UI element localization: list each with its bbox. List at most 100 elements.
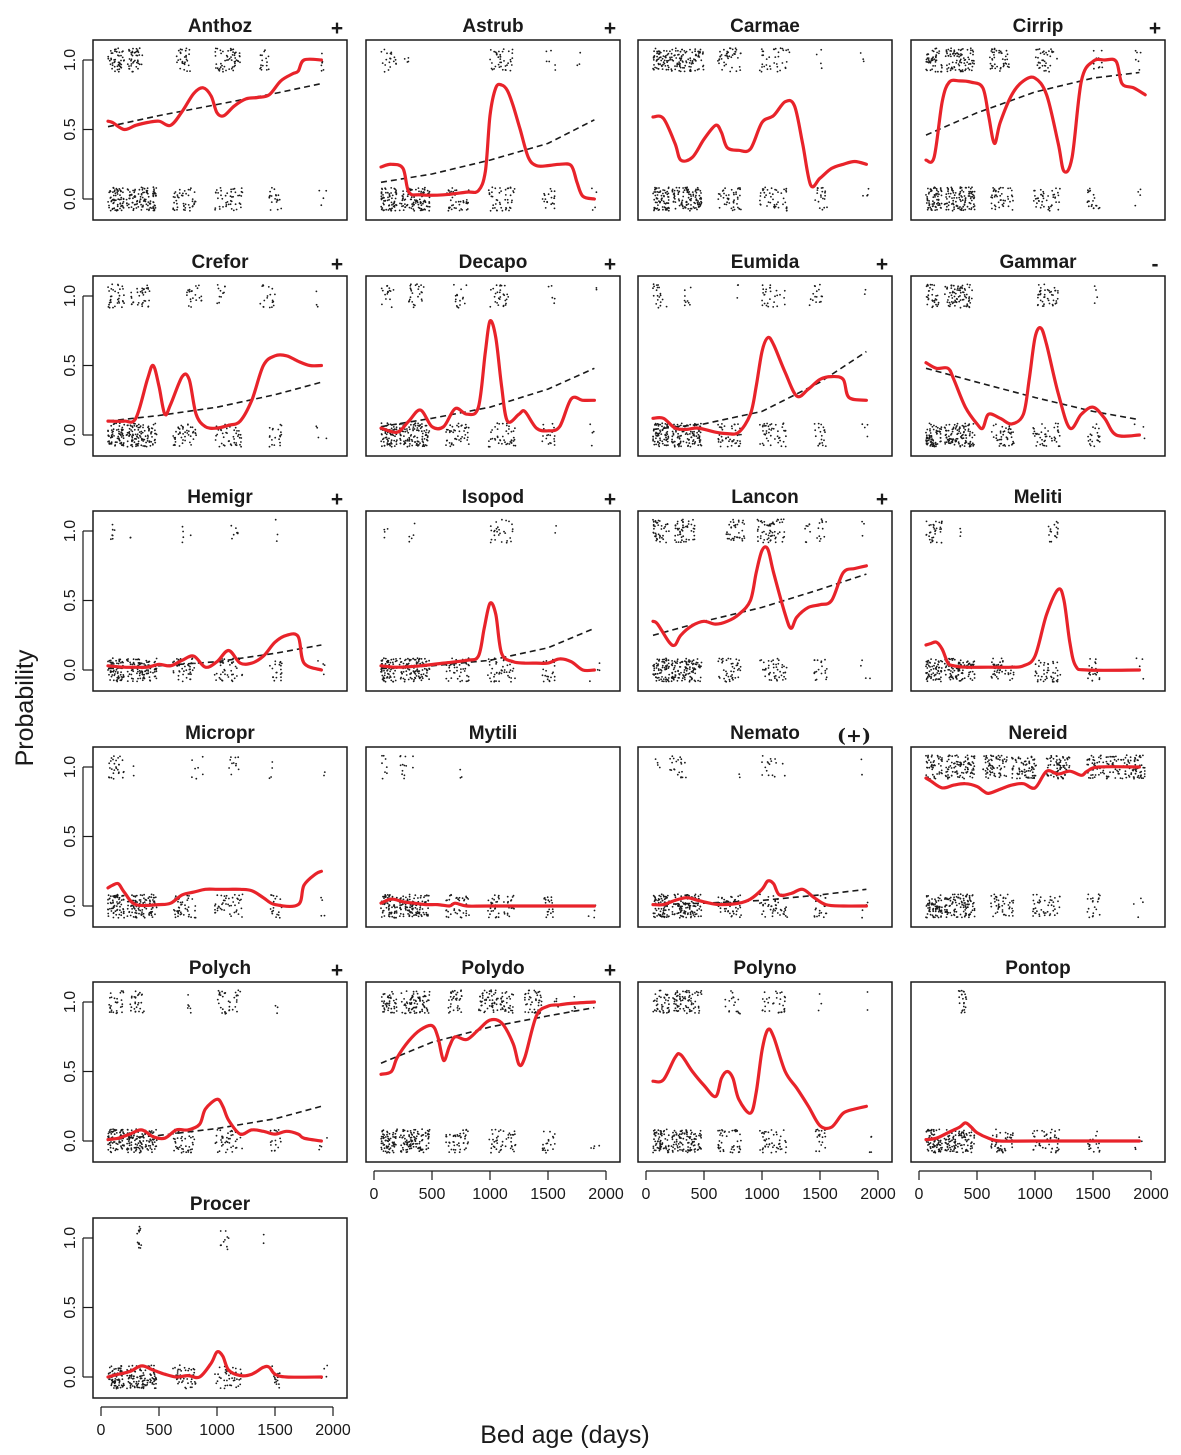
absence-point bbox=[730, 425, 733, 428]
absence-point bbox=[681, 205, 684, 208]
presence-point bbox=[967, 67, 970, 69]
absence-point bbox=[491, 191, 493, 194]
absence-point bbox=[959, 190, 962, 193]
absence-point bbox=[394, 188, 396, 191]
absence-point bbox=[933, 194, 936, 197]
absence-point bbox=[680, 422, 683, 425]
absence-point bbox=[271, 439, 273, 441]
absence-point bbox=[934, 196, 936, 198]
absence-point bbox=[997, 201, 1000, 204]
absence-point bbox=[407, 431, 410, 434]
presence-point bbox=[554, 69, 557, 71]
absence-point bbox=[418, 198, 421, 201]
absence-point bbox=[963, 445, 966, 447]
presence-point bbox=[413, 522, 416, 525]
absence-point bbox=[973, 434, 976, 436]
absence-point bbox=[127, 675, 130, 678]
absence-point bbox=[667, 199, 670, 201]
absence-point bbox=[503, 669, 506, 671]
presence-point bbox=[500, 541, 503, 543]
absence-point bbox=[111, 208, 114, 211]
presence-point bbox=[968, 297, 970, 300]
presence-point bbox=[1037, 294, 1039, 296]
absence-point bbox=[416, 436, 419, 439]
absence-point bbox=[925, 434, 928, 437]
presence-point bbox=[505, 519, 507, 522]
absence-point bbox=[389, 675, 391, 677]
absence-point bbox=[146, 434, 149, 437]
absence-point bbox=[280, 433, 283, 436]
absence-point bbox=[553, 207, 556, 210]
presence-point bbox=[685, 60, 687, 62]
presence-point bbox=[766, 538, 769, 541]
presence-point bbox=[929, 287, 931, 289]
absence-point bbox=[273, 188, 276, 191]
presence-point bbox=[806, 525, 809, 527]
presence-point bbox=[859, 52, 862, 54]
presence-point bbox=[718, 58, 721, 60]
absence-point bbox=[152, 209, 155, 212]
absence-point bbox=[961, 189, 963, 192]
absence-point bbox=[1008, 444, 1010, 447]
absence-point bbox=[696, 658, 699, 660]
absence-point bbox=[1002, 199, 1005, 202]
presence-point bbox=[732, 521, 735, 524]
absence-point bbox=[507, 432, 510, 435]
presence-point bbox=[1055, 302, 1058, 304]
absence-point bbox=[759, 199, 761, 202]
absence-point bbox=[699, 205, 701, 208]
y-tick-label: 1.0 bbox=[62, 49, 79, 71]
presence-point bbox=[761, 299, 763, 302]
presence-point bbox=[947, 67, 950, 69]
absence-point bbox=[108, 659, 111, 662]
absence-point bbox=[510, 677, 513, 679]
presence-point bbox=[821, 527, 824, 530]
absence-point bbox=[451, 425, 454, 428]
absence-point bbox=[973, 190, 976, 193]
absence-point bbox=[1010, 433, 1012, 435]
presence-point bbox=[661, 68, 664, 70]
absence-point bbox=[725, 674, 728, 677]
absence-point bbox=[661, 440, 664, 443]
absence-point bbox=[785, 189, 787, 192]
absence-point bbox=[667, 209, 670, 212]
presence-point bbox=[654, 520, 657, 522]
absence-point bbox=[662, 189, 664, 191]
absence-point bbox=[403, 440, 405, 443]
absence-point bbox=[953, 423, 956, 426]
presence-point bbox=[935, 298, 938, 301]
absence-point bbox=[952, 426, 955, 429]
presence-point bbox=[958, 55, 960, 58]
absence-point bbox=[553, 203, 555, 205]
absence-point bbox=[395, 426, 398, 429]
absence-point bbox=[928, 422, 931, 425]
presence-point bbox=[217, 287, 220, 290]
presence-point bbox=[233, 65, 236, 68]
absence-point bbox=[726, 201, 728, 204]
presence-point bbox=[384, 64, 387, 66]
absence-point bbox=[380, 195, 383, 198]
absence-point bbox=[820, 434, 823, 437]
absence-point bbox=[654, 194, 657, 197]
absence-point bbox=[221, 679, 224, 682]
absence-point bbox=[459, 440, 462, 443]
absence-point bbox=[216, 433, 219, 436]
absence-point bbox=[776, 435, 779, 438]
presence-point bbox=[946, 286, 949, 289]
presence-point bbox=[175, 55, 178, 58]
absence-point bbox=[1139, 188, 1142, 191]
presence-point bbox=[418, 285, 420, 288]
absence-point bbox=[680, 445, 682, 448]
absence-point bbox=[1040, 193, 1042, 196]
absence-point bbox=[445, 677, 448, 680]
absence-point bbox=[665, 436, 667, 439]
absence-point bbox=[1000, 438, 1002, 441]
presence-point bbox=[761, 531, 764, 534]
absence-point bbox=[934, 662, 936, 665]
presence-point bbox=[503, 284, 506, 287]
absence-point bbox=[107, 201, 109, 203]
presence-point bbox=[763, 520, 766, 523]
absence-point bbox=[421, 432, 424, 435]
absence-point bbox=[118, 188, 121, 190]
absence-point bbox=[146, 661, 148, 664]
